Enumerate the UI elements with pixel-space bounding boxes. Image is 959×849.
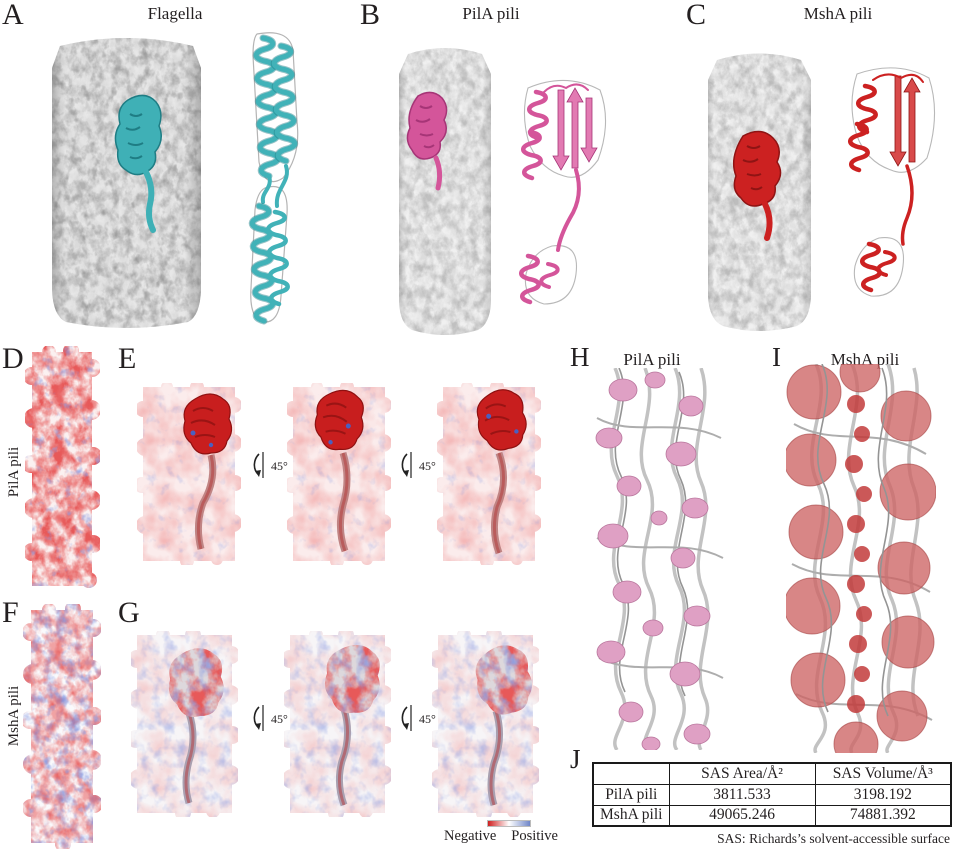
rotate-arrow-icon bbox=[253, 452, 264, 478]
row-volume: 74881.392 bbox=[814, 804, 952, 827]
msha-electrostatic-view-45 bbox=[284, 631, 391, 817]
pila-ribbon-model bbox=[519, 79, 607, 305]
panel-c-title: MshA pili bbox=[803, 4, 873, 23]
sas-header-volume: SAS Volume/Å³ bbox=[814, 762, 952, 785]
rotation-angle-label: 45° bbox=[271, 712, 288, 726]
rotation-45-icon: 45° bbox=[252, 452, 288, 478]
panel-label-a: A bbox=[2, 0, 24, 31]
rotate-arrow-icon bbox=[401, 452, 412, 478]
rotation-45-icon: 45° bbox=[400, 705, 436, 731]
sas-header-empty bbox=[592, 762, 670, 785]
pila-subunit-highlight bbox=[406, 91, 448, 191]
panel-b-title: PilA pili bbox=[462, 4, 520, 23]
highlighted-subunit bbox=[314, 389, 364, 451]
panel-label-c: C bbox=[686, 0, 707, 31]
highlighted-subunit bbox=[476, 389, 527, 451]
rotate-arrow-icon bbox=[401, 705, 412, 731]
rotation-45-icon: 45° bbox=[400, 452, 436, 478]
table-row: PilA pili 3811.533 3198.192 bbox=[592, 783, 952, 806]
pila-electrostatic-view-90 bbox=[437, 383, 541, 565]
row-volume: 3198.192 bbox=[814, 783, 952, 806]
pila-density-map bbox=[399, 48, 491, 335]
pila-electrostatic-view-45 bbox=[287, 383, 391, 565]
msha-ribbon-model bbox=[848, 67, 936, 297]
rotation-45-icon: 45° bbox=[252, 705, 288, 731]
msha-sas-core-blobs bbox=[845, 395, 872, 713]
flagella-density-map bbox=[52, 38, 201, 328]
panel-label-i: I bbox=[772, 342, 781, 372]
rotation-angle-label: 45° bbox=[419, 459, 436, 473]
panel-label-g: G bbox=[118, 596, 140, 629]
flagellin-ribbon-model bbox=[248, 32, 299, 325]
row-area: 49065.246 bbox=[668, 804, 816, 827]
panel-label-j: J bbox=[570, 744, 581, 774]
negative-label: Negative bbox=[444, 828, 497, 844]
table-row: MshA pili 49065.246 74881.392 bbox=[592, 804, 952, 827]
panel-label-d: D bbox=[2, 342, 24, 375]
rotation-angle-label: 45° bbox=[271, 459, 288, 473]
rotate-arrow-icon bbox=[253, 705, 264, 731]
highlighted-subunit bbox=[183, 393, 233, 455]
panel-f-side-label: MshA pili bbox=[6, 685, 22, 747]
row-name: MshA pili bbox=[592, 804, 670, 827]
colorbar-labels: Negative Positive bbox=[444, 828, 558, 845]
panel-label-h: H bbox=[570, 342, 590, 372]
msha-electrostatic-view-90 bbox=[432, 631, 539, 817]
sas-table: SAS Area/Å² SAS Volume/Å³ PilA pili 3811… bbox=[592, 762, 952, 827]
msha-sas-blobs bbox=[786, 364, 936, 753]
panel-a-title: Flagella bbox=[147, 4, 203, 23]
panel-label-f: F bbox=[2, 596, 19, 629]
sas-table-header-row: SAS Area/Å² SAS Volume/Å³ bbox=[592, 762, 952, 785]
electrostatic-colorbar bbox=[487, 820, 531, 827]
sas-footnote: SAS: Richards’s solvent-accessible surfa… bbox=[717, 831, 950, 846]
msha-density-map bbox=[708, 53, 811, 331]
sas-header-area: SAS Area/Å² bbox=[668, 762, 816, 785]
pila-electrostatic-surface bbox=[25, 346, 100, 588]
flagella-subunit-highlight bbox=[114, 94, 162, 233]
panel-d-side-label: PilA pili bbox=[6, 446, 22, 498]
row-area: 3811.533 bbox=[668, 783, 816, 806]
pila-sas-patches bbox=[595, 371, 711, 750]
msha-subunit-highlight bbox=[732, 130, 782, 241]
panel-h-title: PilA pili bbox=[623, 350, 681, 369]
pila-electrostatic-view-0 bbox=[137, 383, 241, 565]
row-name: PilA pili bbox=[592, 783, 670, 806]
msha-electrostatic-surface bbox=[23, 604, 101, 849]
msha-sas-model bbox=[786, 364, 936, 753]
positive-label: Positive bbox=[511, 828, 558, 844]
rotation-angle-label: 45° bbox=[419, 712, 436, 726]
pila-sas-model bbox=[595, 368, 724, 750]
panel-label-e: E bbox=[118, 342, 137, 375]
panel-label-b: B bbox=[360, 0, 381, 31]
msha-electrostatic-view-0 bbox=[131, 631, 238, 817]
highlighted-subunit bbox=[168, 648, 224, 718]
